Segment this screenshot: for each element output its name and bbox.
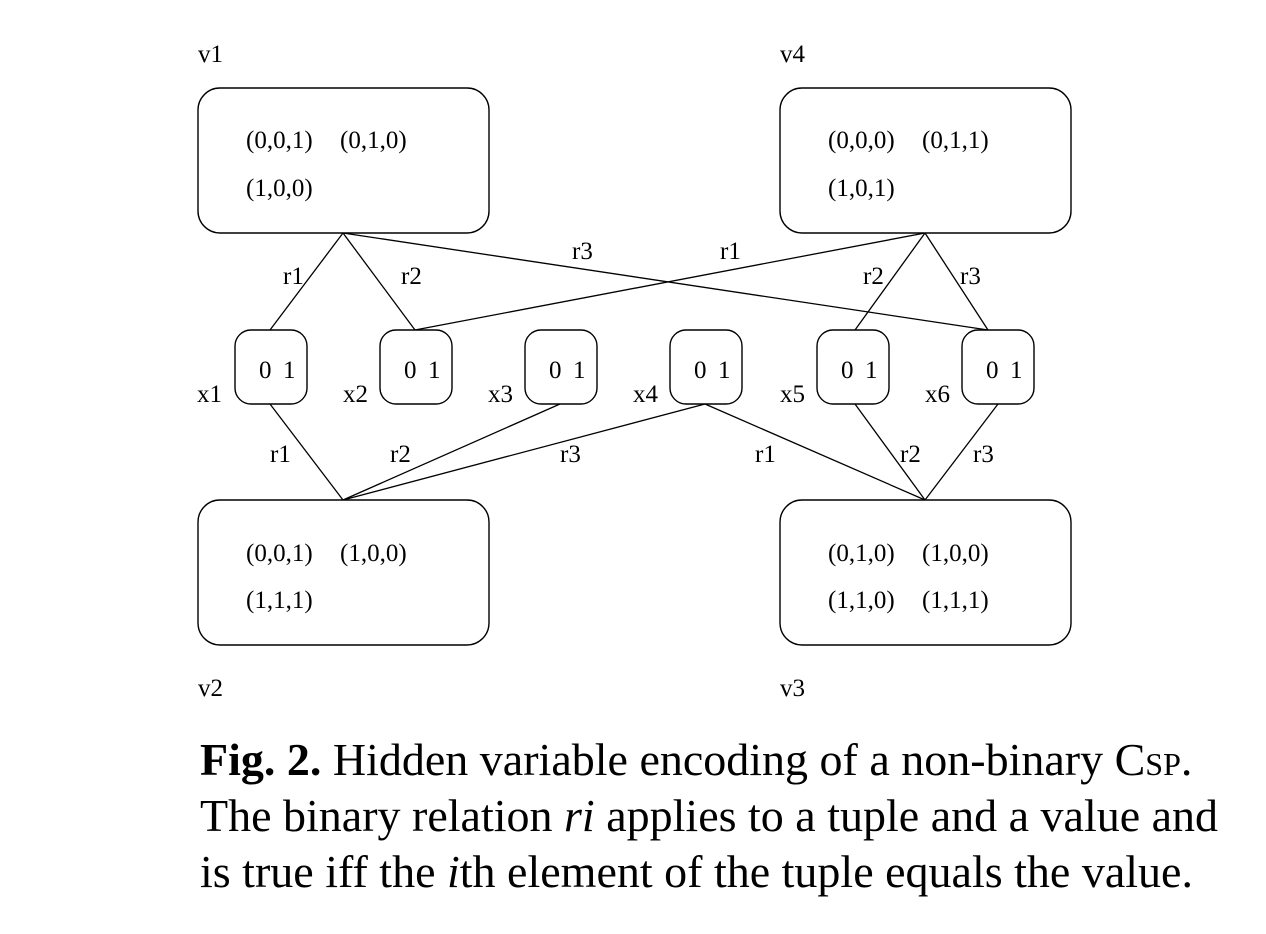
edge-label-v4-x5: r2	[863, 263, 884, 290]
edge-v1-x1	[269, 232, 344, 331]
edge-labels: r1 r2 r3 r1 r2 r3 r1 r2 r3 r1 r2 r3	[270, 238, 994, 468]
variable-node-x4: 0 1 x4	[633, 329, 743, 408]
caption-text-4: th element of the tuple equals the value…	[459, 846, 1193, 897]
edge-label-v4-x2: r1	[720, 238, 741, 265]
edge-label-v3-x5: r2	[900, 441, 921, 468]
node-label-v3: v3	[780, 675, 805, 702]
tuple-v4-2: (0,1,1)	[922, 127, 989, 154]
variable-node-x3: 0 1 x3	[488, 329, 598, 408]
tuple-v2-2: (1,0,0)	[340, 540, 407, 567]
node-label-v4: v4	[780, 41, 806, 68]
caption-i: i	[446, 846, 460, 897]
caption-text-1: Hidden variable encoding of a non-binary	[321, 734, 1115, 785]
constraint-box-v1	[197, 87, 490, 234]
tuple-v3-1: (0,1,0)	[828, 540, 895, 567]
domain-x3-1: 1	[573, 357, 586, 384]
edge-label-v4-x6: r3	[960, 263, 981, 290]
constraint-node-v4: v4 (0,0,0) (0,1,1) (1,0,1)	[779, 41, 1072, 234]
domain-x4-0: 0	[694, 357, 707, 384]
caption-text-2: . The binary relation	[200, 734, 1193, 841]
constraint-box-v2	[197, 499, 490, 646]
edge-label-v1-x6: r3	[572, 238, 593, 265]
domain-x5-1: 1	[865, 357, 878, 384]
constraint-box-v3	[779, 499, 1072, 646]
edge-label-v3-x6: r3	[973, 441, 994, 468]
edge-label-v1-x1: r1	[283, 263, 304, 290]
edge-v1-x2	[342, 232, 416, 331]
edges	[269, 232, 999, 501]
caption-text-3: applies to a tuple and a value and is tr…	[200, 790, 1219, 897]
node-label-x4: x4	[633, 381, 659, 408]
domain-x6-0: 0	[986, 357, 999, 384]
edge-label-v2-x4: r3	[560, 441, 581, 468]
tuple-v2-1: (0,0,1)	[246, 540, 313, 567]
edge-label-v2-x3: r2	[390, 441, 411, 468]
edge-v1-x6	[342, 232, 989, 331]
domain-x4-1: 1	[718, 357, 731, 384]
edge-v3-x5	[854, 403, 926, 501]
edge-v4-x5	[854, 232, 926, 331]
variable-box-x1	[234, 329, 308, 405]
domain-x3-0: 0	[549, 357, 562, 384]
variable-box-x5	[816, 329, 890, 405]
domain-x2-1: 1	[428, 357, 441, 384]
figure-label: Fig. 2.	[200, 734, 322, 785]
tuple-v3-2: (1,0,0)	[922, 540, 989, 567]
tuple-v1-3: (1,0,0)	[246, 175, 313, 202]
constraint-node-v2: (0,0,1) (1,0,0) (1,1,1) v2	[197, 499, 490, 702]
domain-x6-1: 1	[1010, 357, 1023, 384]
constraint-node-v3: (0,1,0) (1,0,0) (1,1,0) (1,1,1) v3	[779, 499, 1072, 702]
domain-x5-0: 0	[841, 357, 854, 384]
tuple-v4-1: (0,0,0)	[828, 127, 895, 154]
node-label-x2: x2	[343, 381, 368, 408]
constraint-node-v1: v1 (0,0,1) (0,1,0) (1,0,0)	[197, 41, 490, 234]
node-label-x5: x5	[780, 381, 805, 408]
variable-node-x1: 0 1 x1	[197, 329, 308, 408]
edge-v2-x4	[342, 403, 706, 501]
edge-label-v2-x1: r1	[270, 441, 291, 468]
edge-v2-x3	[342, 403, 561, 501]
variable-node-x5: 0 1 x5	[780, 329, 890, 408]
domain-x1-0: 0	[259, 357, 272, 384]
edge-label-v1-x2: r2	[401, 263, 422, 290]
edge-v4-x6	[924, 232, 989, 331]
variable-box-x2	[379, 329, 453, 405]
edge-v4-x2	[414, 232, 926, 331]
node-label-v2: v2	[198, 675, 223, 702]
edge-v3-x6	[924, 403, 999, 501]
tuple-v4-3: (1,0,1)	[828, 175, 895, 202]
domain-x2-0: 0	[404, 357, 417, 384]
variable-node-x6: 0 1 x6	[925, 329, 1035, 408]
variable-box-x4	[669, 329, 743, 405]
caption-ri: ri	[564, 790, 595, 841]
variable-node-x2: 0 1 x2	[343, 329, 453, 408]
constraint-box-v4	[779, 87, 1072, 234]
tuple-v3-3: (1,1,0)	[828, 587, 895, 614]
variable-box-x6	[961, 329, 1035, 405]
domain-x1-1: 1	[283, 357, 296, 384]
hidden-variable-diagram: r1 r2 r3 r1 r2 r3 r1 r2 r3 r1 r2 r3 v1 (…	[197, 41, 1072, 702]
node-label-x1: x1	[197, 381, 222, 408]
node-label-x6: x6	[925, 381, 950, 408]
node-label-x3: x3	[488, 381, 513, 408]
figure-caption: Fig. 2. Hidden variable encoding of a no…	[200, 732, 1240, 900]
tuple-v3-4: (1,1,1)	[922, 587, 989, 614]
tuple-v2-3: (1,1,1)	[246, 587, 313, 614]
edge-v3-x4	[704, 403, 926, 501]
node-label-v1: v1	[198, 41, 223, 68]
tuple-v1-2: (0,1,0)	[340, 127, 407, 154]
tuple-v1-1: (0,0,1)	[246, 127, 313, 154]
caption-csp: Csp	[1114, 734, 1181, 785]
variable-box-x3	[524, 329, 598, 405]
edge-v2-x1	[269, 403, 344, 501]
edge-label-v3-x4: r1	[755, 441, 776, 468]
